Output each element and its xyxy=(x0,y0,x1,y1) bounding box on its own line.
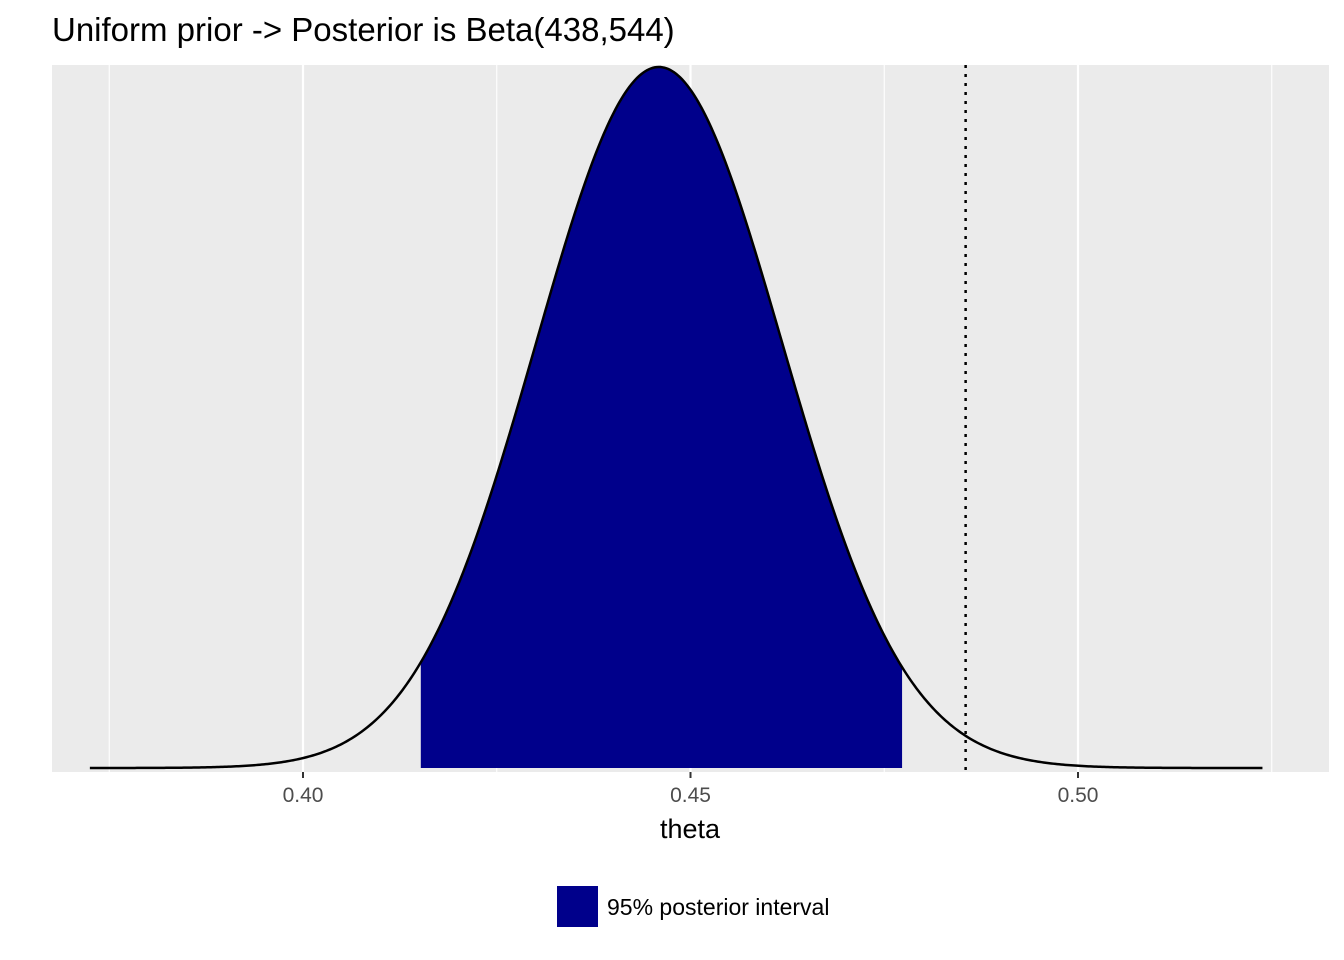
x-tick-label: 0.40 xyxy=(283,784,324,807)
legend: 95% posterior interval xyxy=(557,886,829,927)
x-axis-ticks: 0.40 0.45 0.50 xyxy=(283,772,1099,807)
x-axis-title: theta xyxy=(660,814,721,844)
legend-key-95-interval xyxy=(557,886,598,927)
legend-label-95-interval: 95% posterior interval xyxy=(607,894,829,920)
plot-marks xyxy=(89,65,1263,772)
posterior-interval-area xyxy=(420,67,903,768)
chart-title: Uniform prior -> Posterior is Beta(438,5… xyxy=(52,11,675,48)
posterior-density-curve xyxy=(89,65,1263,770)
x-tick-label: 0.45 xyxy=(670,784,711,807)
x-tick-label: 0.50 xyxy=(1058,784,1099,807)
